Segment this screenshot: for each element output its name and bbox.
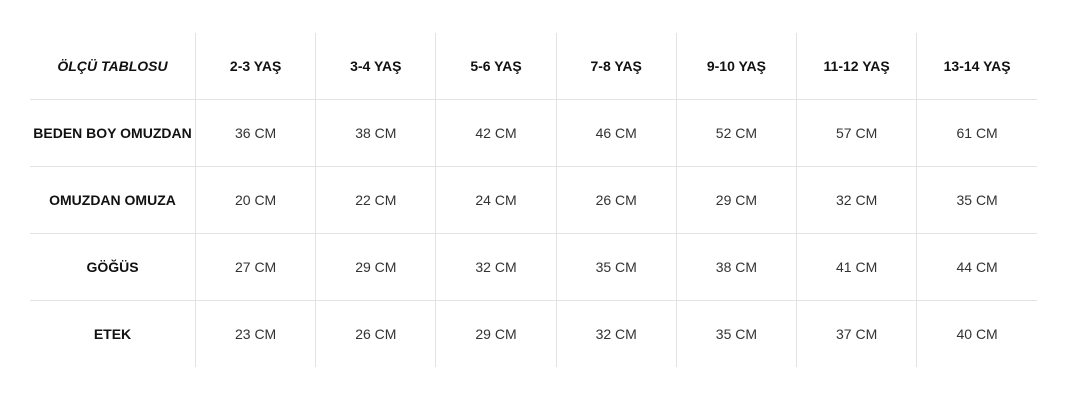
measurement-cell: 57 CM — [796, 99, 917, 167]
measurement-cell: 38 CM — [675, 233, 797, 301]
measurement-cell: 32 CM — [796, 166, 917, 234]
measurement-cell: 37 CM — [796, 300, 917, 367]
measurement-cell: 41 CM — [796, 233, 917, 301]
measurement-cell: 52 CM — [675, 99, 797, 167]
measurement-cell: 22 CM — [315, 166, 436, 234]
measurement-cell: 40 CM — [916, 300, 1037, 367]
measurement-cell: 32 CM — [555, 300, 677, 367]
column-header: 7-8 YAŞ — [555, 33, 677, 100]
measurement-cell: 29 CM — [315, 233, 436, 301]
column-header: 2-3 YAŞ — [194, 33, 316, 100]
column-header: 3-4 YAŞ — [315, 33, 436, 100]
measurement-cell: 42 CM — [435, 99, 557, 167]
table-row: OMUZDAN OMUZA 20 CM 22 CM 24 CM 26 CM 29 CM 32… — [30, 166, 1037, 234]
measurement-cell: 35 CM — [555, 233, 677, 301]
column-header: 5-6 YAŞ — [435, 33, 557, 100]
measurement-cell: 27 CM — [194, 233, 316, 301]
size-chart-table: ÖLÇÜ TABLOSU 2-3 YAŞ 3-4 YAŞ 5-6 YAŞ 7-8 YAŞ… — [30, 33, 1037, 367]
measurement-cell: 38 CM — [315, 99, 436, 167]
row-label: ETEK — [30, 300, 196, 367]
measurement-cell: 23 CM — [194, 300, 316, 367]
table-row: BEDEN BOY OMUZDAN 36 CM 38 CM 42 CM 46 CM 52 … — [30, 99, 1037, 167]
header-row: ÖLÇÜ TABLOSU 2-3 YAŞ 3-4 YAŞ 5-6 YAŞ 7-8 YAŞ… — [30, 33, 1037, 100]
table-title: ÖLÇÜ TABLOSU — [57, 58, 168, 74]
measurement-cell: 35 CM — [916, 166, 1037, 234]
measurement-cell: 29 CM — [675, 166, 797, 234]
measurement-cell: 36 CM — [194, 99, 316, 167]
column-header: 13-14 YAŞ — [916, 33, 1037, 100]
table-row: ETEK 23 CM 26 CM 29 CM 32 CM 35 CM 37 CM 40 CM — [30, 300, 1037, 367]
measurement-cell: 44 CM — [916, 233, 1037, 301]
column-header: 11-12 YAŞ — [796, 33, 917, 100]
measurement-cell: 24 CM — [435, 166, 557, 234]
row-label: GÖĞÜS — [30, 233, 196, 301]
measurement-cell: 29 CM — [435, 300, 557, 367]
measurement-cell: 32 CM — [435, 233, 557, 301]
table-row: GÖĞÜS 27 CM 29 CM 32 CM 35 CM 38 CM 41 CM 44 CM — [30, 233, 1037, 301]
measurement-cell: 61 CM — [916, 99, 1037, 167]
row-label: OMUZDAN OMUZA — [30, 166, 196, 234]
row-label: BEDEN BOY OMUZDAN — [30, 99, 196, 167]
measurement-cell: 26 CM — [315, 300, 436, 367]
measurement-cell: 20 CM — [194, 166, 316, 234]
column-header: 9-10 YAŞ — [675, 33, 797, 100]
measurement-cell: 35 CM — [675, 300, 797, 367]
measurement-cell: 46 CM — [555, 99, 677, 167]
measurement-cell: 26 CM — [555, 166, 677, 234]
